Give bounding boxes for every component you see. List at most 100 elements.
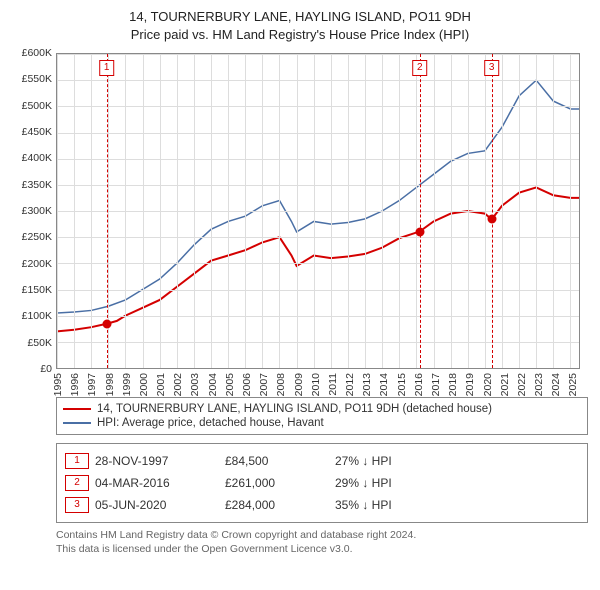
x-axis-label: 2014 xyxy=(378,373,390,396)
x-axis-label: 2010 xyxy=(310,373,322,396)
sale-marker-badge: 2 xyxy=(412,60,428,76)
x-axis-label: 2007 xyxy=(258,373,270,396)
sales-row-delta: 29% ↓ HPI xyxy=(335,476,435,490)
sales-row-date: 05-JUN-2020 xyxy=(95,498,225,512)
x-axis-label: 1997 xyxy=(86,373,98,396)
legend-row: 14, TOURNERBURY LANE, HAYLING ISLAND, PO… xyxy=(63,402,581,416)
legend: 14, TOURNERBURY LANE, HAYLING ISLAND, PO… xyxy=(56,397,588,435)
hgrid xyxy=(57,237,579,238)
vgrid xyxy=(262,54,263,368)
hgrid xyxy=(57,106,579,107)
sale-marker-line xyxy=(420,54,421,368)
vgrid xyxy=(536,54,537,368)
sales-row-num: 1 xyxy=(65,453,89,469)
attribution-line-2: This data is licensed under the Open Gov… xyxy=(56,543,588,557)
x-axis-label: 2021 xyxy=(499,373,511,396)
x-axis-label: 2025 xyxy=(567,373,579,396)
vgrid xyxy=(279,54,280,368)
y-axis-label: £150K xyxy=(12,284,52,296)
x-axis-label: 2020 xyxy=(482,373,494,396)
chart-area: 123 £0£50K£100K£150K£200K£250K£300K£350K… xyxy=(12,49,588,389)
vgrid xyxy=(57,54,58,368)
title-line-1: 14, TOURNERBURY LANE, HAYLING ISLAND, PO… xyxy=(0,8,600,26)
x-axis-label: 1995 xyxy=(52,373,64,396)
sale-point xyxy=(415,227,424,236)
x-axis-label: 2002 xyxy=(172,373,184,396)
y-axis-label: £200K xyxy=(12,258,52,270)
hgrid xyxy=(57,290,579,291)
x-axis-label: 1998 xyxy=(104,373,116,396)
y-axis-label: £0 xyxy=(12,363,52,375)
y-axis-label: £400K xyxy=(12,152,52,164)
vgrid xyxy=(245,54,246,368)
legend-swatch xyxy=(63,408,91,410)
title-line-2: Price paid vs. HM Land Registry's House … xyxy=(0,26,600,44)
y-axis-label: £500K xyxy=(12,100,52,112)
y-axis-label: £250K xyxy=(12,231,52,243)
sales-row-num: 3 xyxy=(65,497,89,513)
sales-row-delta: 27% ↓ HPI xyxy=(335,454,435,468)
sales-row-price: £84,500 xyxy=(225,454,335,468)
hgrid xyxy=(57,263,579,264)
vgrid xyxy=(348,54,349,368)
vgrid xyxy=(211,54,212,368)
attribution: Contains HM Land Registry data © Crown c… xyxy=(56,529,588,556)
series-hpi xyxy=(57,80,579,313)
sale-point xyxy=(102,319,111,328)
hgrid xyxy=(57,159,579,160)
vgrid xyxy=(160,54,161,368)
y-axis-label: £600K xyxy=(12,47,52,59)
y-axis-label: £550K xyxy=(12,73,52,85)
series-price_paid xyxy=(57,188,579,332)
x-axis-label: 2017 xyxy=(430,373,442,396)
vgrid xyxy=(399,54,400,368)
x-axis-label: 2015 xyxy=(396,373,408,396)
x-axis-label: 2018 xyxy=(447,373,459,396)
vgrid xyxy=(331,54,332,368)
plot-region: 123 xyxy=(56,53,580,369)
vgrid xyxy=(451,54,452,368)
x-axis-label: 2022 xyxy=(516,373,528,396)
sales-row-date: 28-NOV-1997 xyxy=(95,454,225,468)
vgrid xyxy=(485,54,486,368)
attribution-line-1: Contains HM Land Registry data © Crown c… xyxy=(56,529,588,543)
sales-row-num: 2 xyxy=(65,475,89,491)
sales-table: 1 28-NOV-1997£84,50027% ↓ HPI 2 04-MAR-2016… xyxy=(56,443,588,523)
vgrid xyxy=(519,54,520,368)
sale-marker-line xyxy=(492,54,493,368)
sales-row-price: £284,000 xyxy=(225,498,335,512)
legend-swatch xyxy=(63,422,91,424)
hgrid xyxy=(57,54,579,55)
y-axis-label: £50K xyxy=(12,337,52,349)
y-axis-label: £350K xyxy=(12,179,52,191)
y-axis-label: £450K xyxy=(12,126,52,138)
hgrid xyxy=(57,185,579,186)
vgrid xyxy=(468,54,469,368)
vgrid xyxy=(553,54,554,368)
hgrid xyxy=(57,133,579,134)
sales-row: 305-JUN-2020£284,00035% ↓ HPI xyxy=(65,494,579,516)
vgrid xyxy=(314,54,315,368)
x-axis-label: 2006 xyxy=(241,373,253,396)
hgrid xyxy=(57,80,579,81)
legend-label: HPI: Average price, detached house, Hava… xyxy=(97,417,324,429)
sales-row: 2 04-MAR-2016£261,00029% ↓ HPI xyxy=(65,472,579,494)
sales-row-price: £261,000 xyxy=(225,476,335,490)
hgrid xyxy=(57,211,579,212)
hgrid xyxy=(57,316,579,317)
x-axis-label: 2024 xyxy=(550,373,562,396)
x-axis-label: 1996 xyxy=(69,373,81,396)
sales-row-date: 04-MAR-2016 xyxy=(95,476,225,490)
chart-title-block: 14, TOURNERBURY LANE, HAYLING ISLAND, PO… xyxy=(0,0,600,43)
x-axis-label: 2005 xyxy=(224,373,236,396)
sale-point xyxy=(487,215,496,224)
vgrid xyxy=(570,54,571,368)
vgrid xyxy=(382,54,383,368)
vgrid xyxy=(194,54,195,368)
vgrid xyxy=(143,54,144,368)
vgrid xyxy=(228,54,229,368)
sale-marker-badge: 1 xyxy=(99,60,115,76)
vgrid xyxy=(91,54,92,368)
vgrid xyxy=(297,54,298,368)
hgrid xyxy=(57,342,579,343)
